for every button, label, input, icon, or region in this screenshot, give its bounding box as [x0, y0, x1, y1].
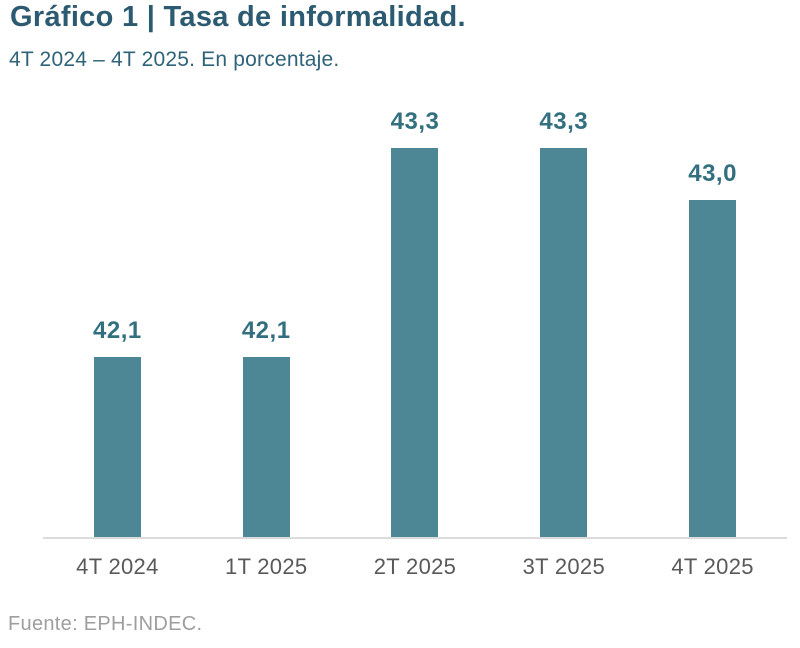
bar-group: 42,1	[192, 319, 341, 538]
bar	[93, 357, 141, 538]
bar-value-label: 42,1	[241, 317, 291, 344]
bar	[689, 200, 737, 538]
x-axis-tick-label: 3T 2025	[522, 554, 605, 579]
x-axis-tick-label: 4T 2024	[76, 554, 159, 579]
bar	[540, 148, 588, 538]
x-axis-tick-labels: 4T 2024 1T 2025 2T 2025 3T 2025 4T 2025	[43, 554, 787, 580]
bar	[391, 148, 439, 538]
x-axis-line	[43, 537, 787, 539]
x-axis-tick-label: 2T 2025	[373, 554, 457, 579]
bar-group: 43,3	[341, 110, 490, 538]
x-axis-tick-label: 1T 2025	[224, 554, 308, 579]
bar	[242, 357, 290, 538]
bar-value-label: 43,0	[688, 160, 737, 187]
bar-group: 43,3	[489, 110, 638, 538]
bar-group: 42,1	[43, 319, 192, 538]
bar-group: 43,0	[638, 162, 787, 538]
x-axis-tick-label: 4T 2025	[671, 554, 754, 579]
chart-title: Gráfico 1 | Tasa de informalidad.	[10, 1, 466, 33]
bar-chart-plot-area: 42,1 42,1 43,3 43,3 43,0	[43, 0, 787, 538]
bar-value-label: 43,3	[539, 108, 589, 135]
bar-value-label: 43,3	[390, 108, 440, 135]
source-note: Fuente: EPH-INDEC.	[8, 613, 203, 635]
chart-subtitle: 4T 2024 – 4T 2025. En porcentaje.	[9, 48, 340, 71]
bar-value-label: 42,1	[93, 317, 142, 344]
